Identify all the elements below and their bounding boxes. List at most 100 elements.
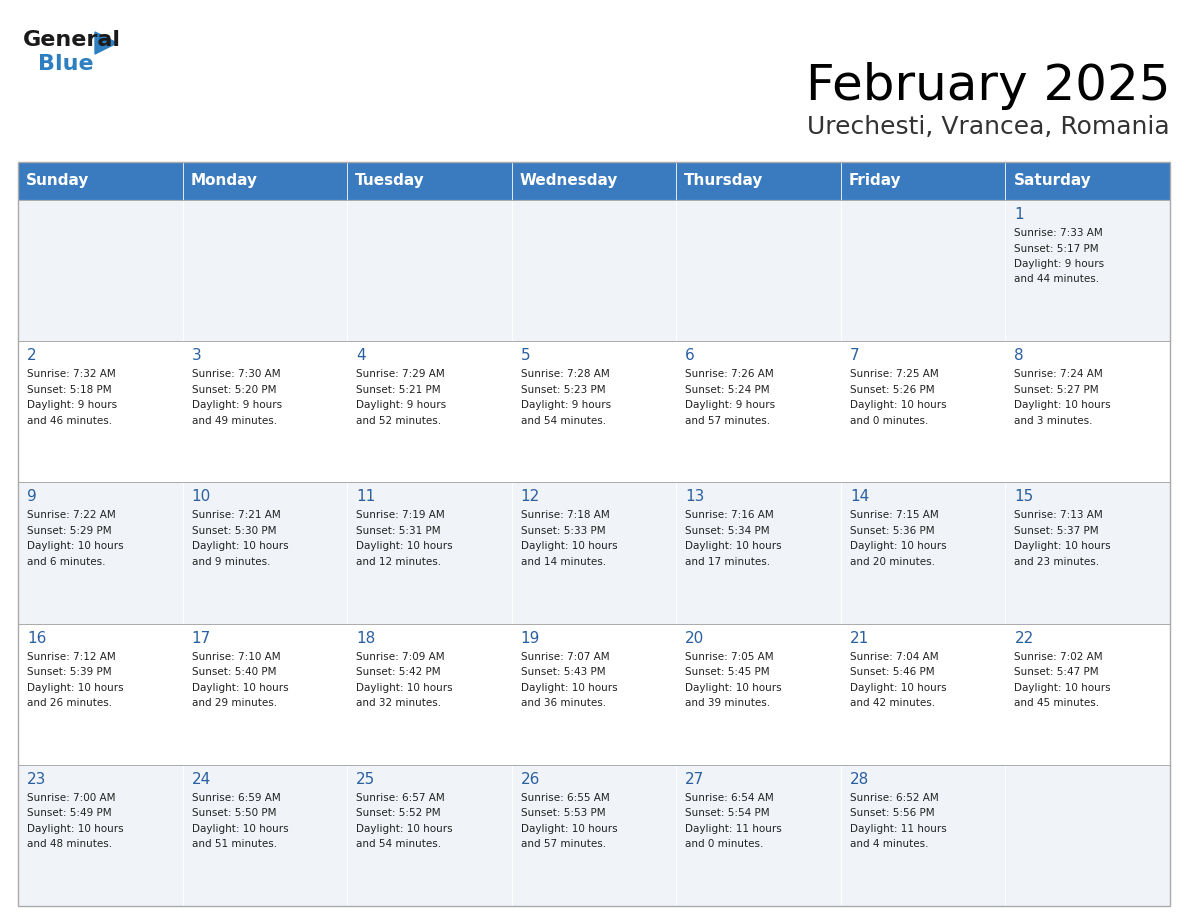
Text: Sunrise: 6:59 AM: Sunrise: 6:59 AM	[191, 793, 280, 803]
Bar	[512, 765, 676, 906]
Text: Sunrise: 7:28 AM: Sunrise: 7:28 AM	[520, 369, 609, 379]
Text: Sunset: 5:54 PM: Sunset: 5:54 PM	[685, 809, 770, 818]
Text: Sunset: 5:33 PM: Sunset: 5:33 PM	[520, 526, 606, 536]
Text: Sunset: 5:45 PM: Sunset: 5:45 PM	[685, 667, 770, 677]
Text: and 57 minutes.: and 57 minutes.	[685, 416, 770, 426]
Text: and 54 minutes.: and 54 minutes.	[520, 416, 606, 426]
Text: Thursday: Thursday	[684, 174, 764, 188]
Text: Daylight: 10 hours: Daylight: 10 hours	[356, 823, 453, 834]
Text: Sunrise: 6:54 AM: Sunrise: 6:54 AM	[685, 793, 775, 803]
Bar	[18, 162, 1170, 906]
Bar	[841, 765, 1005, 906]
Text: Sunset: 5:49 PM: Sunset: 5:49 PM	[27, 809, 112, 818]
Text: 20: 20	[685, 631, 704, 645]
Text: and 0 minutes.: and 0 minutes.	[849, 416, 928, 426]
Text: Daylight: 10 hours: Daylight: 10 hours	[520, 683, 618, 692]
Text: Sunrise: 7:15 AM: Sunrise: 7:15 AM	[849, 510, 939, 521]
Text: and 4 minutes.: and 4 minutes.	[849, 839, 928, 849]
Text: Sunrise: 7:00 AM: Sunrise: 7:00 AM	[27, 793, 115, 803]
Bar	[18, 623, 183, 765]
Text: and 51 minutes.: and 51 minutes.	[191, 839, 277, 849]
Bar	[841, 623, 1005, 765]
Text: Sunrise: 6:57 AM: Sunrise: 6:57 AM	[356, 793, 444, 803]
Bar	[676, 482, 841, 623]
Text: Daylight: 11 hours: Daylight: 11 hours	[685, 823, 782, 834]
Bar	[676, 623, 841, 765]
Text: Sunrise: 6:55 AM: Sunrise: 6:55 AM	[520, 793, 609, 803]
Bar	[1005, 162, 1170, 200]
Bar	[18, 482, 183, 623]
Text: Daylight: 10 hours: Daylight: 10 hours	[1015, 400, 1111, 410]
Text: Sunrise: 7:18 AM: Sunrise: 7:18 AM	[520, 510, 609, 521]
Text: Sunrise: 7:05 AM: Sunrise: 7:05 AM	[685, 652, 773, 662]
Text: General: General	[23, 30, 121, 50]
Text: Sunset: 5:17 PM: Sunset: 5:17 PM	[1015, 243, 1099, 253]
Bar	[841, 482, 1005, 623]
Text: 26: 26	[520, 772, 541, 787]
Bar	[183, 200, 347, 341]
Text: Sunset: 5:34 PM: Sunset: 5:34 PM	[685, 526, 770, 536]
Text: Sunset: 5:47 PM: Sunset: 5:47 PM	[1015, 667, 1099, 677]
Text: Sunrise: 7:30 AM: Sunrise: 7:30 AM	[191, 369, 280, 379]
Bar	[512, 200, 676, 341]
Text: Daylight: 10 hours: Daylight: 10 hours	[849, 542, 947, 552]
Bar	[183, 482, 347, 623]
Text: Daylight: 10 hours: Daylight: 10 hours	[849, 683, 947, 692]
Text: and 12 minutes.: and 12 minutes.	[356, 557, 441, 567]
Text: Sunset: 5:31 PM: Sunset: 5:31 PM	[356, 526, 441, 536]
Text: Sunrise: 7:07 AM: Sunrise: 7:07 AM	[520, 652, 609, 662]
Bar	[512, 162, 676, 200]
Text: Sunset: 5:39 PM: Sunset: 5:39 PM	[27, 667, 112, 677]
Text: Daylight: 10 hours: Daylight: 10 hours	[685, 542, 782, 552]
Bar	[183, 765, 347, 906]
Text: Sunrise: 7:33 AM: Sunrise: 7:33 AM	[1015, 228, 1104, 238]
Text: Wednesday: Wednesday	[519, 174, 618, 188]
Text: 7: 7	[849, 348, 859, 364]
Text: Sunrise: 7:21 AM: Sunrise: 7:21 AM	[191, 510, 280, 521]
Text: Sunrise: 7:19 AM: Sunrise: 7:19 AM	[356, 510, 444, 521]
Text: Daylight: 10 hours: Daylight: 10 hours	[356, 683, 453, 692]
Text: and 0 minutes.: and 0 minutes.	[685, 839, 764, 849]
Text: Sunset: 5:43 PM: Sunset: 5:43 PM	[520, 667, 606, 677]
Text: Sunset: 5:24 PM: Sunset: 5:24 PM	[685, 385, 770, 395]
Text: Sunrise: 7:16 AM: Sunrise: 7:16 AM	[685, 510, 775, 521]
Text: Sunset: 5:27 PM: Sunset: 5:27 PM	[1015, 385, 1099, 395]
Text: Sunrise: 7:32 AM: Sunrise: 7:32 AM	[27, 369, 115, 379]
Text: and 14 minutes.: and 14 minutes.	[520, 557, 606, 567]
Text: 15: 15	[1015, 489, 1034, 504]
Bar	[18, 162, 183, 200]
Bar	[676, 200, 841, 341]
Text: 18: 18	[356, 631, 375, 645]
Text: Daylight: 9 hours: Daylight: 9 hours	[356, 400, 447, 410]
Text: Daylight: 10 hours: Daylight: 10 hours	[520, 542, 618, 552]
Text: 5: 5	[520, 348, 530, 364]
Text: Daylight: 10 hours: Daylight: 10 hours	[27, 542, 124, 552]
Text: and 26 minutes.: and 26 minutes.	[27, 698, 112, 708]
Bar	[183, 623, 347, 765]
Bar	[1005, 623, 1170, 765]
Polygon shape	[95, 32, 116, 54]
Text: Saturday: Saturday	[1013, 174, 1092, 188]
Bar	[18, 341, 183, 482]
Bar	[347, 341, 512, 482]
Text: Sunset: 5:21 PM: Sunset: 5:21 PM	[356, 385, 441, 395]
Text: and 54 minutes.: and 54 minutes.	[356, 839, 441, 849]
Text: Sunday: Sunday	[26, 174, 89, 188]
Bar	[676, 341, 841, 482]
Text: Sunset: 5:56 PM: Sunset: 5:56 PM	[849, 809, 935, 818]
Text: Sunrise: 7:29 AM: Sunrise: 7:29 AM	[356, 369, 444, 379]
Text: Daylight: 10 hours: Daylight: 10 hours	[191, 542, 289, 552]
Text: and 17 minutes.: and 17 minutes.	[685, 557, 770, 567]
Text: and 29 minutes.: and 29 minutes.	[191, 698, 277, 708]
Text: Sunrise: 7:04 AM: Sunrise: 7:04 AM	[849, 652, 939, 662]
Text: 17: 17	[191, 631, 210, 645]
Text: Sunset: 5:36 PM: Sunset: 5:36 PM	[849, 526, 935, 536]
Text: Sunset: 5:29 PM: Sunset: 5:29 PM	[27, 526, 112, 536]
Bar	[841, 200, 1005, 341]
Text: Tuesday: Tuesday	[355, 174, 425, 188]
Text: 23: 23	[27, 772, 46, 787]
Text: 21: 21	[849, 631, 870, 645]
Text: and 39 minutes.: and 39 minutes.	[685, 698, 770, 708]
Text: 24: 24	[191, 772, 210, 787]
Text: and 49 minutes.: and 49 minutes.	[191, 416, 277, 426]
